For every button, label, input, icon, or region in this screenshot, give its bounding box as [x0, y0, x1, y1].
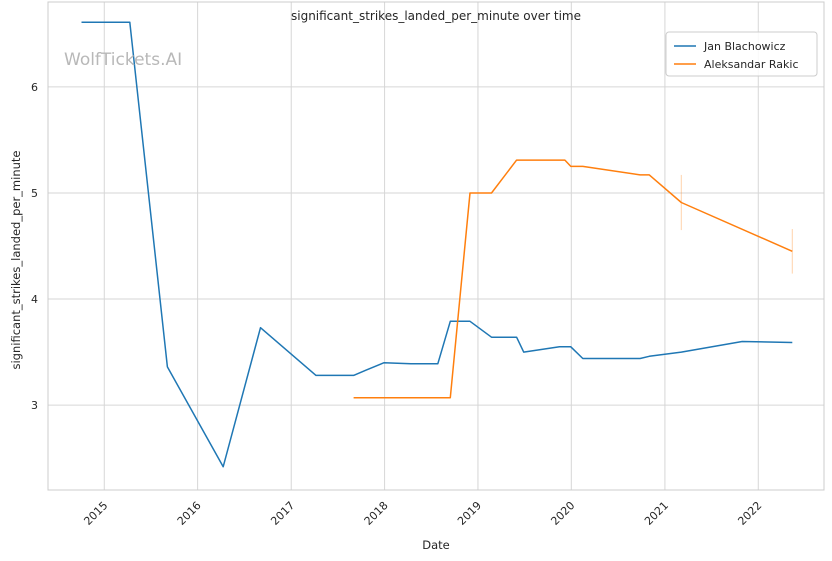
legend-box: [665, 31, 818, 77]
y-axis-label: significant_strikes_landed_per_minute: [9, 151, 23, 370]
x-tick-label: 2019: [455, 499, 484, 528]
error-bars-layer: [680, 174, 793, 274]
tick-layer: 3 4 5 6 2015 2016 2017 2018 2019 2020 2021 2022: [31, 81, 764, 528]
series-layer: [81, 21, 793, 468]
watermark: WolfTickets.AI: [64, 50, 182, 70]
legend-label: Jan Blachowicz: [703, 40, 786, 53]
series-line-0: [81, 21, 793, 468]
grid-layer: [48, 2, 824, 490]
x-tick-label: 2022: [735, 499, 764, 528]
x-tick-label: 2016: [175, 499, 204, 528]
y-tick-label: 4: [31, 293, 38, 306]
y-tick-label: 5: [31, 187, 38, 200]
x-tick-label: 2015: [81, 499, 110, 528]
x-axis-label: Date: [422, 538, 450, 552]
x-tick-label: 2018: [362, 499, 391, 528]
x-tick-label: 2017: [268, 499, 297, 528]
y-tick-label: 3: [31, 399, 38, 412]
x-tick-label: 2021: [642, 499, 671, 528]
chart-title: significant_strikes_landed_per_minute ov…: [291, 9, 581, 23]
y-tick-label: 6: [31, 81, 38, 94]
legend-label: Aleksandar Rakic: [704, 58, 799, 71]
plot-frame: [47, 1, 825, 491]
series-line-1: [353, 159, 793, 399]
x-tick-label: 2020: [548, 499, 577, 528]
legend: Jan Blachowicz Aleksandar Rakic: [665, 31, 818, 77]
